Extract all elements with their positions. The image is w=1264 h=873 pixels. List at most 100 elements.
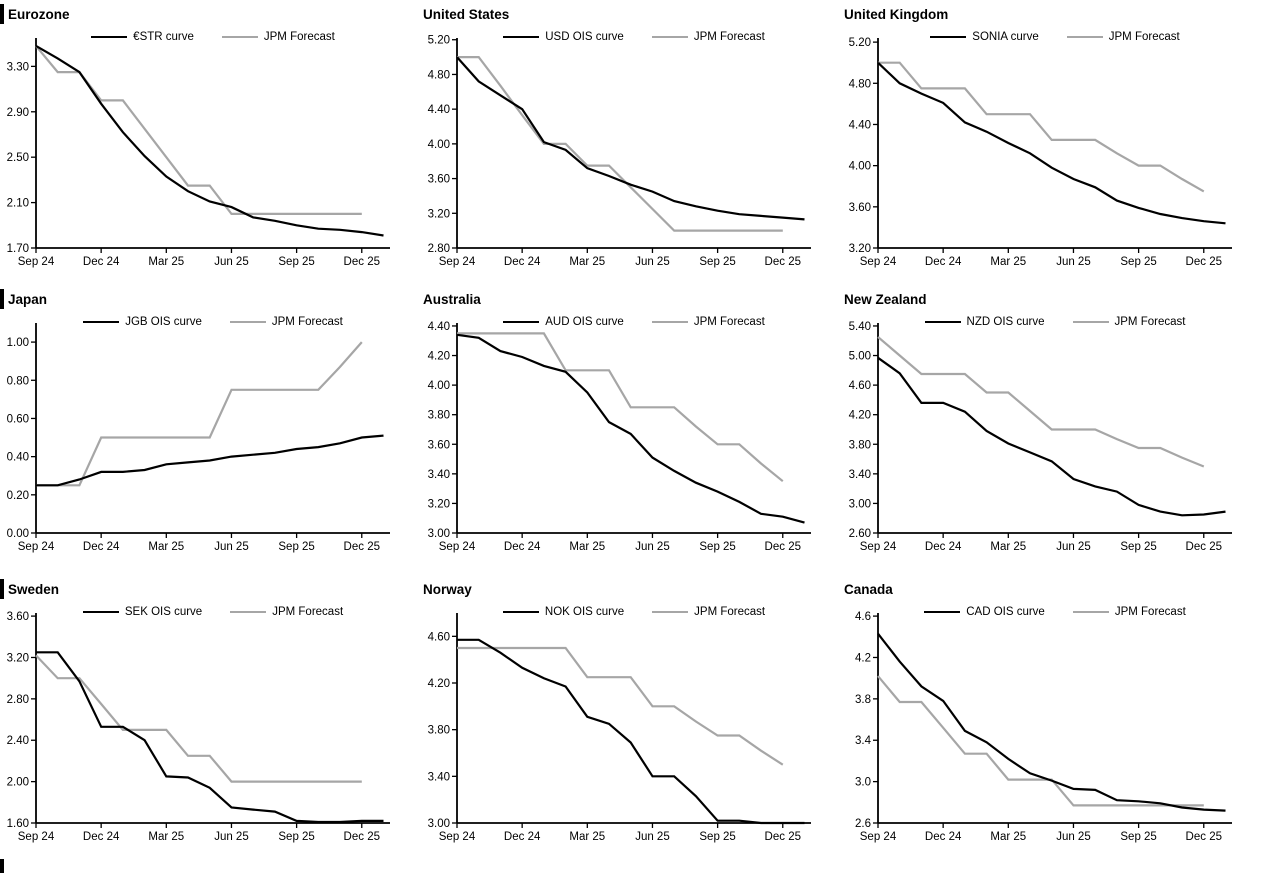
plot-area: 1.70 2.10 2.50 2.90 3.30 Sep 24 Dec 24 Mar 25 Ju… xyxy=(0,26,421,284)
chart-title: Canada xyxy=(844,581,893,597)
y-axis-tick-label: 4.40 xyxy=(849,119,871,131)
plot-area: 2.80 3.20 3.60 4.00 4.40 4.80 5.20 Sep 24 Dec 24… xyxy=(421,26,842,284)
y-axis-tick-label: 2.80 xyxy=(428,243,450,255)
y-axis-tick-label: 3.80 xyxy=(849,439,871,451)
series-line xyxy=(35,45,362,215)
chart-panel: United Kingdom 3.20 3.60 4.00 4.40 4.80 5.20 S… xyxy=(842,0,1264,285)
y-axis-tick-label: 3.0 xyxy=(855,777,871,789)
y-axis-tick-label: 2.40 xyxy=(7,735,29,747)
line-chart: 2.60 3.00 3.40 3.80 4.20 4.60 5.00 5.40 Sep 24 De… xyxy=(849,321,1232,553)
y-axis-tick-label: 0.00 xyxy=(7,528,29,540)
line-chart: 0.00 0.20 0.40 0.60 0.80 1.00 Sep 24 Dec 24 Mar … xyxy=(7,323,390,553)
y-axis-tick-label: 3.8 xyxy=(855,694,871,706)
x-axis-tick-label: Mar 25 xyxy=(569,256,605,268)
y-axis-tick-label: 3.00 xyxy=(428,528,450,540)
y-axis-tick-label: 2.60 xyxy=(849,528,871,540)
x-axis-tick-label: Sep 24 xyxy=(439,831,476,843)
chart-title-row: Australia xyxy=(421,287,842,311)
x-axis-tick-label: Jun 25 xyxy=(1056,541,1091,553)
x-axis-tick-label: Sep 24 xyxy=(860,256,897,268)
chart-title-row: United States xyxy=(421,2,842,26)
y-axis-tick-label: 2.00 xyxy=(7,777,29,789)
plot-area: 2.6 3.0 3.4 3.8 4.2 4.6 Sep 24 Dec 24 Mar 25 Jun … xyxy=(842,601,1264,859)
y-axis-tick-label: 2.6 xyxy=(855,818,871,830)
x-axis-tick-label: Dec 25 xyxy=(344,831,380,843)
chart-panel: Canada 2.6 3.0 3.4 3.8 4.2 4.6 Sep 24 Dec 24 Mar… xyxy=(842,575,1264,873)
series-line xyxy=(36,434,384,487)
x-axis-tick-label: Sep 25 xyxy=(278,831,314,843)
x-axis-tick-label: Mar 25 xyxy=(990,831,1026,843)
series-line xyxy=(456,56,805,221)
series-line xyxy=(457,638,805,825)
y-axis-tick-label: 3.30 xyxy=(7,61,29,73)
series-line xyxy=(36,341,363,487)
y-axis-tick-label: 4.6 xyxy=(855,611,871,623)
x-axis-tick-label: Jun 25 xyxy=(214,541,249,553)
chart-panel: Sweden 1.60 2.00 2.40 2.80 3.20 3.60 Sep 24 Dec… xyxy=(0,575,421,873)
x-axis-tick-label: Sep 24 xyxy=(18,256,55,268)
plot-area: 2.60 3.00 3.40 3.80 4.20 4.60 5.00 5.40 Sep 24 De… xyxy=(842,311,1264,569)
x-axis-tick-label: Jun 25 xyxy=(214,256,249,268)
y-axis-tick-label: 3.40 xyxy=(428,469,450,481)
series-line xyxy=(457,56,783,232)
series-line xyxy=(35,44,384,237)
x-axis-tick-label: Sep 25 xyxy=(699,256,735,268)
y-axis-tick-label: 0.60 xyxy=(7,413,29,425)
y-axis-tick-label: 4.40 xyxy=(428,104,450,116)
y-axis-tick-label: 5.40 xyxy=(849,321,871,333)
x-axis-tick-label: Dec 24 xyxy=(925,541,962,553)
y-axis-tick-label: 3.80 xyxy=(428,725,450,737)
x-axis-tick-label: Sep 24 xyxy=(439,256,476,268)
y-axis-tick-label: 1.00 xyxy=(7,337,29,349)
y-axis-tick-label: 3.60 xyxy=(428,439,450,451)
x-axis-tick-label: Sep 25 xyxy=(1120,256,1156,268)
series-line xyxy=(877,356,1226,517)
x-axis-tick-label: Jun 25 xyxy=(635,256,670,268)
y-axis-tick-label: 4.2 xyxy=(855,652,871,664)
chart-title-row: Eurozone xyxy=(0,2,421,26)
x-axis-tick-label: Sep 24 xyxy=(860,831,897,843)
y-axis-tick-label: 1.60 xyxy=(7,818,29,830)
y-axis-tick-label: 4.60 xyxy=(849,380,871,392)
chart-title-row: Canada xyxy=(842,577,1264,601)
y-axis-tick-label: 4.00 xyxy=(428,139,450,151)
chart-title-row: United Kingdom xyxy=(842,2,1264,26)
chart-panel: United States 2.80 3.20 3.60 4.00 4.40 4.80 5.… xyxy=(421,0,842,285)
y-axis-tick-label: 3.60 xyxy=(7,611,29,623)
x-axis-tick-label: Sep 25 xyxy=(699,831,735,843)
x-axis-tick-label: Dec 24 xyxy=(83,256,120,268)
y-axis-tick-label: 4.60 xyxy=(428,631,450,643)
x-axis-tick-label: Mar 25 xyxy=(990,541,1026,553)
chart-panel: Japan 0.00 0.20 0.40 0.60 0.80 1.00 Sep 24 Dec … xyxy=(0,285,421,575)
series-line xyxy=(877,61,1226,225)
series-line xyxy=(35,654,362,783)
y-axis-tick-label: 3.00 xyxy=(849,498,871,510)
x-axis-tick-label: Dec 24 xyxy=(925,256,962,268)
line-chart: 1.70 2.10 2.50 2.90 3.30 Sep 24 Dec 24 Mar 25 Ju… xyxy=(7,38,390,268)
chart-title: United States xyxy=(423,6,510,22)
y-axis-tick-label: 3.20 xyxy=(428,208,450,220)
series-line xyxy=(36,651,384,824)
x-axis-tick-label: Dec 24 xyxy=(504,831,541,843)
x-axis-tick-label: Mar 25 xyxy=(148,541,184,553)
y-axis-tick-label: 2.80 xyxy=(7,694,29,706)
y-axis-tick-label: 3.40 xyxy=(849,469,871,481)
y-axis-tick-label: 3.20 xyxy=(849,243,871,255)
y-axis-tick-label: 4.40 xyxy=(428,321,450,333)
x-axis-tick-label: Dec 25 xyxy=(765,256,801,268)
plot-area: 3.00 3.40 3.80 4.20 4.60 Sep 24 Dec 24 Mar 25 Ju… xyxy=(421,601,842,859)
plot-area: 1.60 2.00 2.40 2.80 3.20 3.60 Sep 24 Dec 24 Mar … xyxy=(0,601,421,859)
x-axis-tick-label: Dec 24 xyxy=(83,541,120,553)
plot-area: 3.00 3.20 3.40 3.60 3.80 4.00 4.20 4.40 Sep 24 De… xyxy=(421,311,842,569)
y-axis-tick-label: 0.40 xyxy=(7,452,29,464)
y-axis-tick-label: 4.00 xyxy=(849,161,871,173)
x-axis-tick-label: Mar 25 xyxy=(569,831,605,843)
chart-panel: Norway 3.00 3.40 3.80 4.20 4.60 Sep 24 Dec 24 M… xyxy=(421,575,842,873)
y-axis-tick-label: 3.4 xyxy=(855,735,872,747)
x-axis-tick-label: Sep 25 xyxy=(699,541,735,553)
x-axis-tick-label: Sep 24 xyxy=(860,541,897,553)
x-axis-tick-label: Jun 25 xyxy=(1056,256,1091,268)
x-axis-tick-label: Sep 24 xyxy=(18,831,55,843)
x-axis-tick-label: Mar 25 xyxy=(990,256,1026,268)
